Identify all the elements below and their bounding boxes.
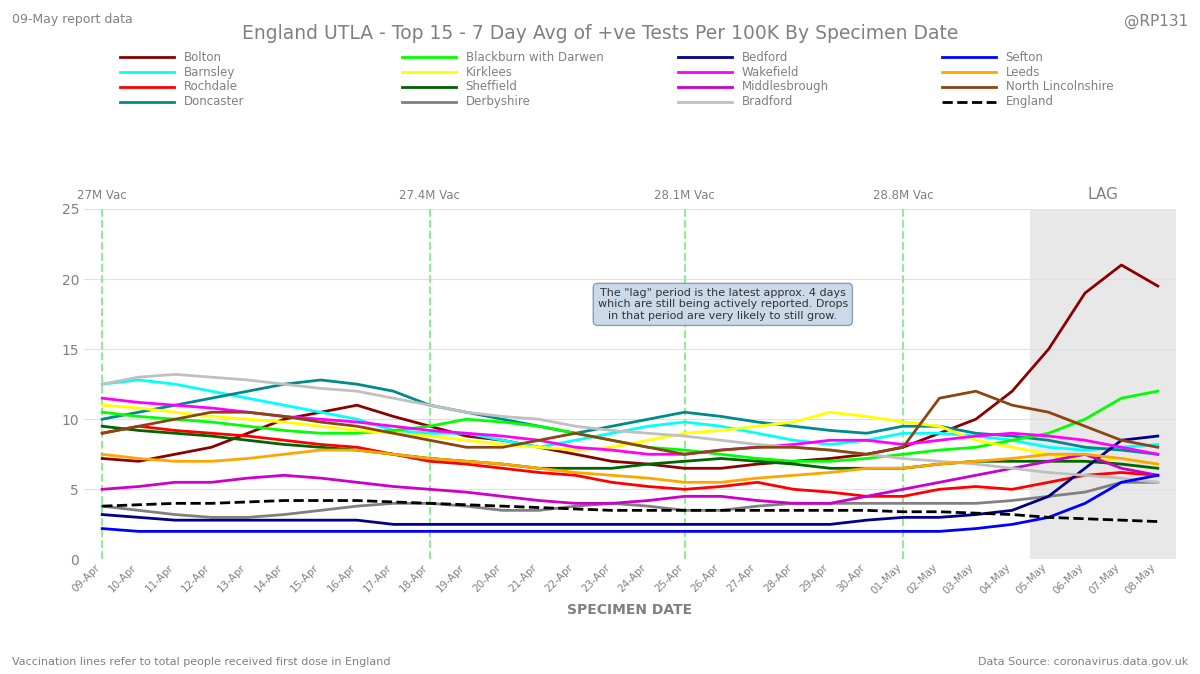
Text: Sheffield: Sheffield [466, 80, 517, 94]
Text: 27M Vac: 27M Vac [77, 189, 127, 202]
X-axis label: SPECIMEN DATE: SPECIMEN DATE [568, 603, 692, 617]
Text: Rochdale: Rochdale [184, 80, 238, 94]
Text: Kirklees: Kirklees [466, 65, 512, 79]
Text: Middlesbrough: Middlesbrough [742, 80, 829, 94]
Text: Barnsley: Barnsley [184, 65, 235, 79]
Bar [1031, 209, 1176, 559]
Text: The "lag" period is the latest approx. 4 days
which are still being actively rep: The "lag" period is the latest approx. 4… [598, 288, 848, 321]
Text: Blackburn with Darwen: Blackburn with Darwen [466, 51, 604, 64]
Text: Derbyshire: Derbyshire [466, 95, 530, 109]
Text: Vaccination lines refer to total people received first dose in England: Vaccination lines refer to total people … [12, 657, 390, 667]
Text: @RP131: @RP131 [1123, 13, 1188, 29]
Text: Sefton: Sefton [1006, 51, 1044, 64]
Text: Leeds: Leeds [1006, 65, 1040, 79]
Text: 28.8M Vac: 28.8M Vac [872, 189, 934, 202]
Text: England: England [1006, 95, 1054, 109]
Text: Bradford: Bradford [742, 95, 793, 109]
Text: Data Source: coronavirus.data.gov.uk: Data Source: coronavirus.data.gov.uk [978, 657, 1188, 667]
Text: 28.1M Vac: 28.1M Vac [654, 189, 715, 202]
Text: Bedford: Bedford [742, 51, 788, 64]
Text: Bolton: Bolton [184, 51, 222, 64]
Text: LAG: LAG [1087, 187, 1118, 202]
Text: Wakefield: Wakefield [742, 65, 799, 79]
Text: Doncaster: Doncaster [184, 95, 244, 109]
Text: 27.4M Vac: 27.4M Vac [400, 189, 461, 202]
Text: England UTLA - Top 15 - 7 Day Avg of +ve Tests Per 100K By Specimen Date: England UTLA - Top 15 - 7 Day Avg of +ve… [242, 24, 958, 42]
Text: 09-May report data: 09-May report data [12, 13, 133, 26]
Text: North Lincolnshire: North Lincolnshire [1006, 80, 1114, 94]
